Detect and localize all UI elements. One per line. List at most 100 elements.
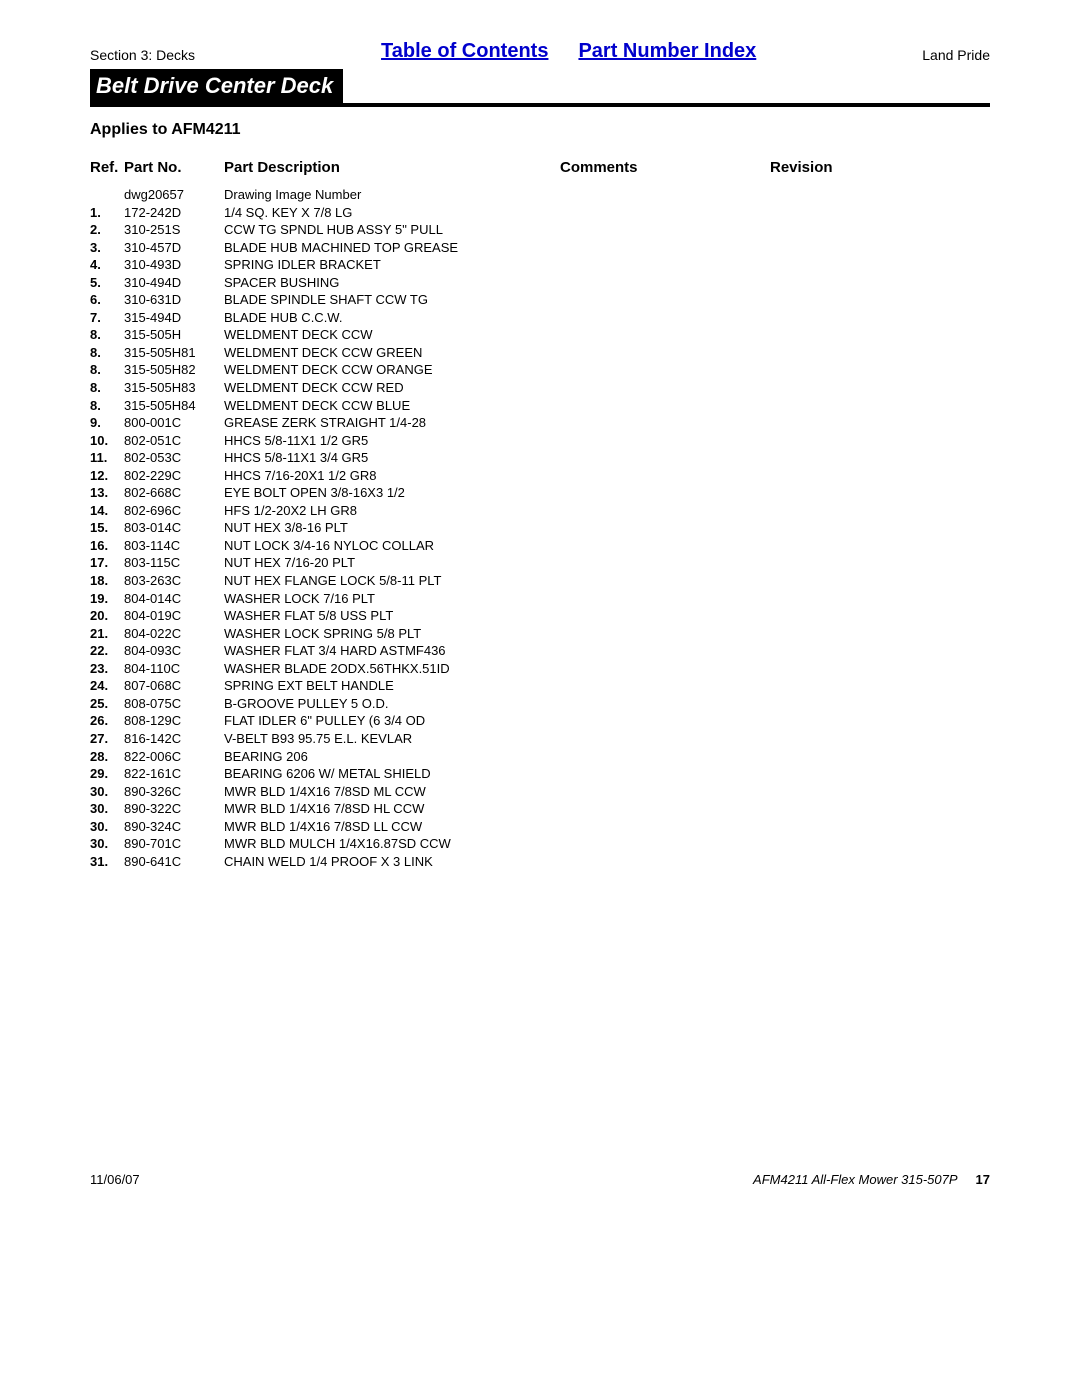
- cell-part: 310-494D: [124, 274, 224, 292]
- cell-desc: 1/4 SQ. KEY X 7/8 LG: [224, 204, 560, 222]
- cell-part: 804-019C: [124, 607, 224, 625]
- cell-revision: [770, 432, 900, 450]
- cell-part: 315-505H83: [124, 379, 224, 397]
- cell-ref: 30.: [90, 800, 124, 818]
- cell-ref: 8.: [90, 397, 124, 415]
- cell-ref: 24.: [90, 677, 124, 695]
- cell-desc: Drawing Image Number: [224, 186, 560, 204]
- cell-desc: HHCS 5/8-11X1 3/4 GR5: [224, 449, 560, 467]
- cell-desc: GREASE ZERK STRAIGHT 1/4-28: [224, 414, 560, 432]
- cell-ref: 30.: [90, 783, 124, 801]
- cell-comments: [560, 835, 770, 853]
- cell-desc: WELDMENT DECK CCW BLUE: [224, 397, 560, 415]
- cell-ref: 25.: [90, 695, 124, 713]
- cell-ref: 26.: [90, 712, 124, 730]
- cell-comments: [560, 221, 770, 239]
- cell-ref: 21.: [90, 625, 124, 643]
- cell-comments: [560, 818, 770, 836]
- cell-revision: [770, 607, 900, 625]
- cell-ref: [90, 186, 124, 204]
- cell-comments: [560, 537, 770, 555]
- table-row: dwg20657Drawing Image Number: [90, 186, 900, 204]
- brand-label: Land Pride: [922, 47, 990, 63]
- cell-revision: [770, 519, 900, 537]
- cell-ref: 9.: [90, 414, 124, 432]
- cell-comments: [560, 309, 770, 327]
- table-row: 21.804-022CWASHER LOCK SPRING 5/8 PLT: [90, 625, 900, 643]
- cell-comments: [560, 186, 770, 204]
- cell-ref: 30.: [90, 835, 124, 853]
- cell-part: 315-505H82: [124, 361, 224, 379]
- cell-part: 802-696C: [124, 502, 224, 520]
- table-row: 18.803-263CNUT HEX FLANGE LOCK 5/8-11 PL…: [90, 572, 900, 590]
- cell-comments: [560, 730, 770, 748]
- cell-part: 802-051C: [124, 432, 224, 450]
- cell-ref: 18.: [90, 572, 124, 590]
- cell-part: 816-142C: [124, 730, 224, 748]
- col-header-ref: Ref.: [90, 159, 124, 176]
- cell-desc: BLADE HUB MACHINED TOP GREASE: [224, 239, 560, 257]
- cell-desc: B-GROOVE PULLEY 5 O.D.: [224, 695, 560, 713]
- table-row: 8.315-505H82WELDMENT DECK CCW ORANGE: [90, 361, 900, 379]
- cell-part: 803-263C: [124, 572, 224, 590]
- table-row: 30.890-322CMWR BLD 1/4X16 7/8SD HL CCW: [90, 800, 900, 818]
- cell-desc: WASHER FLAT 5/8 USS PLT: [224, 607, 560, 625]
- cell-comments: [560, 449, 770, 467]
- cell-comments: [560, 853, 770, 871]
- cell-comments: [560, 625, 770, 643]
- cell-part: 315-505H: [124, 326, 224, 344]
- cell-revision: [770, 502, 900, 520]
- cell-revision: [770, 221, 900, 239]
- cell-desc: WASHER BLADE 2ODX.56THKX.51ID: [224, 660, 560, 678]
- cell-part: 803-014C: [124, 519, 224, 537]
- cell-ref: 11.: [90, 449, 124, 467]
- cell-part: 315-494D: [124, 309, 224, 327]
- cell-comments: [560, 502, 770, 520]
- cell-desc: MWR BLD MULCH 1/4X16.87SD CCW: [224, 835, 560, 853]
- table-row: 12.802-229CHHCS 7/16-20X1 1/2 GR8: [90, 467, 900, 485]
- cell-part: 310-493D: [124, 256, 224, 274]
- cell-ref: 10.: [90, 432, 124, 450]
- cell-revision: [770, 537, 900, 555]
- cell-part: 804-093C: [124, 642, 224, 660]
- cell-desc: V-BELT B93 95.75 E.L. KEVLAR: [224, 730, 560, 748]
- table-of-contents-link[interactable]: Table of Contents: [381, 40, 548, 63]
- col-header-revision: Revision: [770, 159, 900, 176]
- table-row: 28.822-006CBEARING 206: [90, 748, 900, 766]
- cell-part: 803-115C: [124, 554, 224, 572]
- cell-revision: [770, 783, 900, 801]
- table-row: 8.315-505HWELDMENT DECK CCW: [90, 326, 900, 344]
- cell-part: 802-229C: [124, 467, 224, 485]
- cell-part: 804-022C: [124, 625, 224, 643]
- table-row: 17.803-115CNUT HEX 7/16-20 PLT: [90, 554, 900, 572]
- cell-revision: [770, 590, 900, 608]
- section-label: Section 3: Decks: [90, 47, 195, 63]
- table-row: 7.315-494DBLADE HUB C.C.W.: [90, 309, 900, 327]
- cell-revision: [770, 256, 900, 274]
- cell-revision: [770, 239, 900, 257]
- table-row: 24.807-068CSPRING EXT BELT HANDLE: [90, 677, 900, 695]
- cell-comments: [560, 554, 770, 572]
- cell-comments: [560, 361, 770, 379]
- part-number-index-link[interactable]: Part Number Index: [578, 40, 756, 63]
- table-row: 10.802-051CHHCS 5/8-11X1 1/2 GR5: [90, 432, 900, 450]
- cell-comments: [560, 291, 770, 309]
- cell-revision: [770, 379, 900, 397]
- cell-ref: 14.: [90, 502, 124, 520]
- center-links: Table of Contents Part Number Index: [361, 40, 756, 63]
- cell-desc: MWR BLD 1/4X16 7/8SD HL CCW: [224, 800, 560, 818]
- cell-comments: [560, 783, 770, 801]
- cell-comments: [560, 519, 770, 537]
- footer: 11/06/07 AFM4211 All-Flex Mower 315-507P…: [90, 1172, 990, 1187]
- cell-part: 807-068C: [124, 677, 224, 695]
- cell-revision: [770, 660, 900, 678]
- table-row: 30.890-326CMWR BLD 1/4X16 7/8SD ML CCW: [90, 783, 900, 801]
- cell-ref: 22.: [90, 642, 124, 660]
- cell-revision: [770, 449, 900, 467]
- cell-revision: [770, 835, 900, 853]
- cell-desc: MWR BLD 1/4X16 7/8SD LL CCW: [224, 818, 560, 836]
- cell-desc: WASHER FLAT 3/4 HARD ASTMF436: [224, 642, 560, 660]
- cell-part: 804-110C: [124, 660, 224, 678]
- cell-ref: 15.: [90, 519, 124, 537]
- cell-ref: 8.: [90, 361, 124, 379]
